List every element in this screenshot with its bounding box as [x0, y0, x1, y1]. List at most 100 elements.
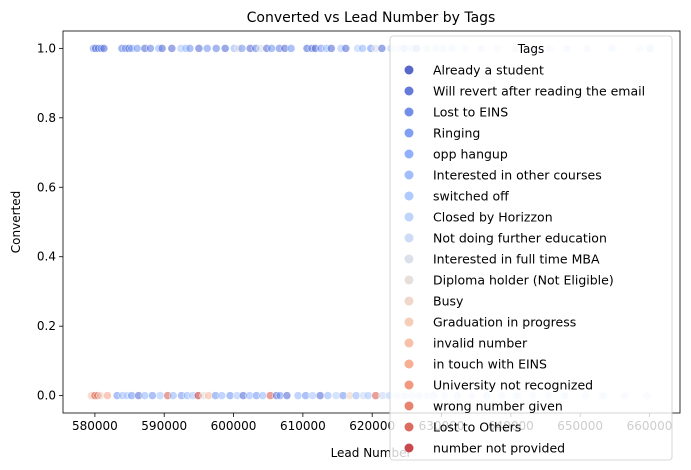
scatter-point	[148, 391, 157, 400]
legend-entry: opp hangup	[404, 147, 508, 162]
legend-label: Not doing further education	[433, 231, 607, 246]
legend-label: Ringing	[433, 126, 480, 141]
scatter-point	[358, 44, 367, 53]
scatter-point	[308, 391, 317, 400]
scatter-point	[282, 391, 292, 400]
legend-label: Interested in full time MBA	[433, 252, 600, 267]
legend-label: switched off	[433, 189, 509, 204]
legend-entry: wrong number given	[404, 399, 563, 414]
legend-label: Graduation in progress	[433, 315, 576, 330]
scatter-point	[211, 44, 221, 53]
scatter-point	[168, 391, 178, 400]
legend-marker	[404, 128, 414, 138]
legend: Tags Already a student Will revert after …	[389, 35, 673, 461]
scatter-point	[315, 391, 325, 400]
x-tick-label: 610000	[280, 419, 326, 433]
legend-entry: Lost to EINS	[404, 105, 508, 120]
legend-entry: Already a student	[404, 63, 544, 78]
y-axis-label: Converted	[9, 191, 23, 253]
x-tick-label: 600000	[211, 419, 257, 433]
x-tick-label: 580000	[72, 419, 118, 433]
legend-box	[389, 35, 673, 461]
scatter-point	[146, 44, 155, 53]
legend-marker	[404, 191, 414, 201]
legend-entry: Lost to Others	[404, 420, 521, 435]
scatter-point	[157, 44, 167, 53]
legend-marker	[404, 443, 414, 453]
legend-marker	[404, 170, 414, 180]
legend-marker	[404, 254, 414, 264]
legend-entry: Interested in other courses	[404, 168, 602, 183]
scatter-point	[99, 44, 109, 53]
legend-label: wrong number given	[433, 399, 563, 414]
legend-entry: Busy	[404, 294, 464, 309]
scatter-point	[286, 44, 296, 53]
legend-marker	[404, 149, 414, 159]
legend-title: Tags	[517, 42, 545, 56]
legend-entry: switched off	[404, 189, 509, 204]
scatter-point	[140, 391, 150, 400]
legend-marker	[404, 359, 414, 369]
legend-entry: Will revert after reading the email	[404, 84, 645, 99]
scatter-point	[185, 44, 195, 53]
legend-entry: Closed by Horizzon	[404, 210, 553, 225]
scatter-point	[220, 44, 230, 53]
legend-marker	[404, 86, 414, 96]
legend-entry: in touch with EINS	[404, 357, 547, 372]
legend-marker	[404, 422, 414, 432]
scatter-point	[132, 44, 142, 53]
scatter-point	[202, 44, 212, 53]
legend-marker	[404, 107, 414, 117]
scatter-point	[194, 44, 204, 53]
scatter-point	[155, 391, 165, 400]
legend-marker	[404, 296, 414, 306]
legend-entry: Graduation in progress	[404, 315, 576, 330]
y-tick-label: 0.6	[37, 180, 56, 194]
scatter-point	[293, 391, 303, 400]
x-tick-label: 620000	[349, 419, 395, 433]
legend-entry: Ringing	[404, 126, 480, 141]
legend-label: opp hangup	[433, 147, 508, 162]
y-axis-ticks: 0.0 0.2 0.4 0.6 0.8 1.0	[37, 41, 63, 403]
legend-entry: Interested in full time MBA	[404, 252, 600, 267]
legend-marker	[404, 338, 414, 348]
legend-label: Diploma holder (Not Eligible)	[433, 273, 614, 288]
legend-label: Lost to EINS	[433, 105, 508, 120]
scatter-point	[363, 391, 373, 400]
y-tick-label: 0.2	[37, 319, 56, 333]
legend-label: University not recognized	[433, 378, 593, 393]
legend-entry: University not recognized	[404, 378, 593, 393]
scatter-point	[217, 391, 227, 400]
scatter-point	[377, 44, 387, 53]
legend-marker	[404, 212, 414, 222]
legend-entry: Not doing further education	[404, 231, 607, 246]
scatter-point	[167, 44, 177, 53]
legend-marker	[404, 317, 414, 327]
scatter-point	[237, 44, 247, 53]
legend-label: Already a student	[433, 63, 544, 78]
scatter-point	[341, 44, 351, 53]
y-tick-label: 0.8	[37, 111, 56, 125]
legend-marker	[404, 65, 414, 75]
legend-label: Closed by Horizzon	[433, 210, 553, 225]
legend-label: Interested in other courses	[433, 168, 602, 183]
legend-entries: Already a student Will revert after readi…	[404, 63, 645, 456]
legend-marker	[404, 401, 414, 411]
scatter-point	[267, 44, 276, 53]
legend-label: invalid number	[433, 336, 528, 351]
legend-label: number not provided	[433, 441, 565, 456]
scatter-point	[323, 391, 333, 400]
y-tick-label: 1.0	[37, 41, 56, 55]
legend-label: Busy	[433, 294, 464, 309]
scatter-point	[103, 391, 112, 400]
chart-title: Converted vs Lead Number by Tags	[247, 10, 496, 26]
legend-marker	[404, 380, 414, 390]
legend-entry: number not provided	[404, 441, 565, 456]
legend-label: Lost to Others	[433, 420, 521, 435]
y-tick-label: 0.0	[37, 389, 56, 403]
y-tick-label: 0.4	[37, 250, 56, 264]
legend-entry: Diploma holder (Not Eligible)	[404, 273, 614, 288]
legend-label: Will revert after reading the email	[433, 84, 645, 99]
legend-entry: invalid number	[404, 336, 528, 351]
